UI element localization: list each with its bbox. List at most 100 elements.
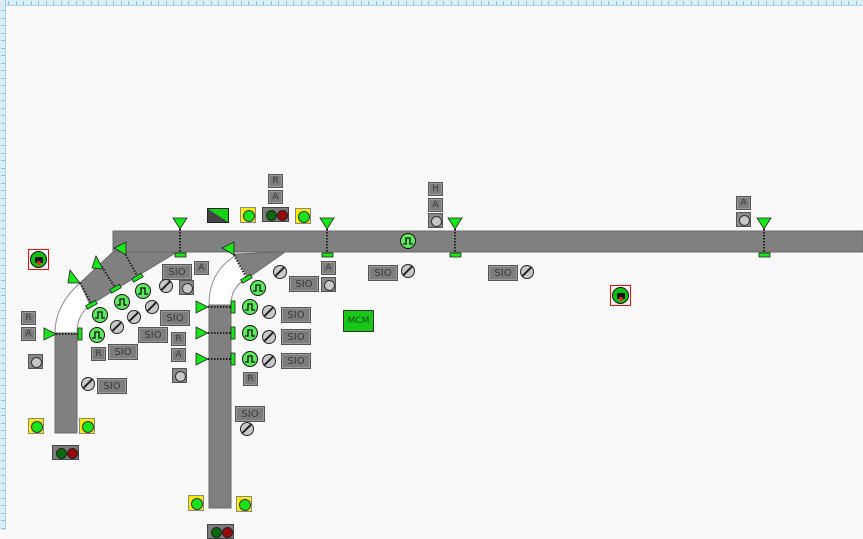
photo-eye-sensor-icon[interactable] (113, 241, 127, 256)
sio-button[interactable]: SIO (281, 329, 311, 345)
sio-button[interactable]: SIO (108, 344, 138, 360)
photo-eye-sensor-icon[interactable] (172, 217, 188, 230)
status-lamp-icon (736, 212, 751, 227)
photo-eye-sensor-icon[interactable] (756, 217, 772, 230)
reset-button[interactable]: R (268, 174, 283, 188)
disconnect-switch-icon[interactable] (145, 300, 159, 314)
motor-pulse-icon[interactable] (89, 327, 105, 343)
auto-button[interactable]: A (428, 198, 443, 212)
ruler-tick (1, 407, 5, 409)
ruler-tick (188, 1, 189, 5)
ruler-tick (735, 1, 737, 5)
camera-icon[interactable] (28, 249, 49, 270)
photo-eye-sensor-reflector (109, 283, 122, 294)
ruler-tick (1, 430, 5, 431)
disconnect-switch-icon[interactable] (520, 265, 534, 279)
sio-button[interactable]: SIO (488, 265, 518, 281)
photo-eye-sensor-icon[interactable] (91, 254, 104, 270)
motor-pulse-icon[interactable] (250, 280, 266, 296)
reset-button[interactable]: R (21, 311, 36, 325)
ruler-tick (713, 1, 714, 5)
beacon-icon[interactable] (236, 496, 252, 512)
main-conveyor[interactable] (112, 230, 863, 253)
reset-button[interactable]: R (243, 372, 258, 386)
sio-button[interactable]: SIO (97, 378, 127, 394)
auto-button[interactable]: A (736, 196, 751, 210)
photo-eye-sensor-icon[interactable] (195, 352, 209, 366)
photo-eye-sensor-icon[interactable] (195, 326, 209, 340)
motor-pulse-icon[interactable] (92, 307, 108, 323)
disconnect-switch-icon[interactable] (262, 354, 276, 368)
photo-eye-sensor-icon[interactable] (319, 217, 335, 230)
ruler-tick (1, 302, 5, 304)
sio-button[interactable]: SIO (235, 406, 265, 422)
beacon-icon[interactable] (79, 418, 95, 434)
ruler-tick (120, 1, 122, 5)
auto-button[interactable]: A (171, 348, 186, 362)
disconnect-switch-icon[interactable] (401, 264, 415, 278)
middle-vertical-conveyor[interactable] (208, 304, 232, 509)
reset-button[interactable]: R (91, 347, 106, 361)
ruler-tick (795, 1, 797, 5)
motor-pulse-icon[interactable] (242, 299, 258, 315)
sio-button[interactable]: SIO (281, 353, 311, 369)
motor-pulse-icon[interactable] (242, 325, 258, 341)
left-vertical-conveyor[interactable] (54, 332, 78, 434)
stack-light-icon[interactable] (52, 445, 79, 460)
beacon-icon[interactable] (240, 207, 256, 223)
sio-button[interactable]: SIO (138, 327, 168, 343)
jam-indicator-icon[interactable] (207, 208, 229, 223)
photo-eye-sensor-icon[interactable] (221, 241, 235, 256)
beacon-icon[interactable] (295, 208, 311, 224)
ruler-tick (600, 1, 602, 5)
ruler-tick (773, 1, 774, 5)
motor-pulse-icon[interactable] (114, 294, 130, 310)
photo-eye-sensor-icon[interactable] (447, 217, 463, 230)
sio-button[interactable]: SIO (160, 310, 190, 326)
ruler-tick (555, 1, 557, 5)
disconnect-switch-icon[interactable] (262, 305, 276, 319)
auto-button[interactable]: A (21, 327, 36, 341)
photo-eye-sensor-icon[interactable] (195, 300, 209, 314)
beacon-icon[interactable] (188, 495, 204, 511)
disconnect-switch-icon[interactable] (273, 265, 287, 279)
ruler-tick (323, 1, 324, 5)
stack-light-icon[interactable] (262, 207, 289, 222)
horizontal-ruler (0, 0, 863, 6)
sio-button[interactable]: SIO (162, 264, 192, 280)
mcm-button[interactable]: MCM (343, 310, 374, 332)
auto-button[interactable]: A (268, 190, 283, 204)
ruler-tick (833, 1, 834, 5)
photo-eye-sensor-icon[interactable] (43, 327, 57, 341)
reset-button[interactable]: R (171, 332, 186, 346)
disconnect-switch-icon[interactable] (159, 279, 173, 293)
disconnect-switch-icon[interactable] (127, 310, 141, 324)
camera-icon[interactable] (610, 285, 631, 306)
beacon-icon[interactable] (28, 418, 44, 434)
ruler-tick (615, 1, 617, 5)
sio-button[interactable]: SIO (368, 265, 398, 281)
sio-button-label: SIO (168, 266, 186, 278)
ruler-tick (660, 1, 662, 5)
motor-pulse-icon[interactable] (400, 233, 416, 249)
photo-eye-sensor-icon[interactable] (67, 269, 81, 284)
stack-light-icon[interactable] (207, 524, 234, 539)
ruler-tick (1, 17, 5, 19)
auto-button[interactable]: A (194, 261, 209, 275)
disconnect-switch-icon[interactable] (81, 377, 95, 391)
disconnect-switch-icon[interactable] (110, 320, 124, 334)
photo-eye-sensor-reflector (449, 252, 462, 258)
disconnect-switch-icon[interactable] (262, 330, 276, 344)
sio-button[interactable]: SIO (289, 276, 319, 292)
ruler-tick (38, 1, 39, 5)
ruler-tick (683, 1, 684, 5)
ruler-tick (420, 1, 422, 5)
ruler-tick (398, 1, 399, 5)
motor-pulse-icon[interactable] (135, 283, 151, 299)
disconnect-switch-icon[interactable] (240, 422, 254, 436)
motor-pulse-icon[interactable] (242, 351, 258, 367)
auto-button[interactable]: A (321, 261, 336, 275)
hand-button[interactable]: H (428, 182, 443, 196)
ruler-tick (458, 1, 459, 5)
sio-button[interactable]: SIO (281, 307, 311, 323)
